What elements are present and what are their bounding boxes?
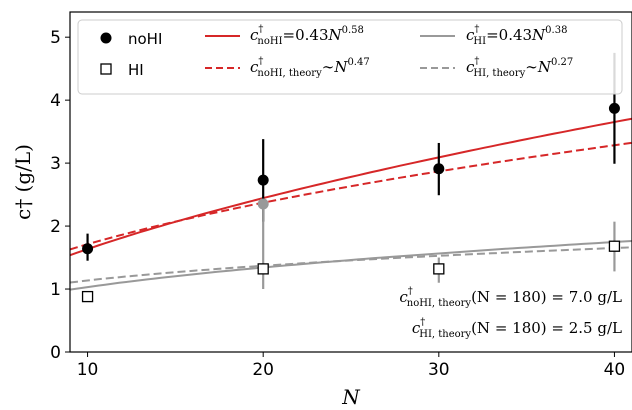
y-tick-label: 5 [50, 28, 61, 48]
legend-fit-label-3: c† HI, theory∼N0.27 [466, 56, 573, 79]
legend-label-HI: HI [128, 61, 144, 79]
annotations: c† noHI, theory(N = 180) = 7.0 g/L c† HI, t… [399, 286, 622, 340]
legend-fit-label-1: c† noHI, theory∼N0.47 [250, 56, 370, 79]
fit-line-1 [69, 141, 632, 251]
y-axis-label: c† (g/L) [11, 144, 35, 220]
y-tick-label: 3 [50, 154, 61, 174]
axis-ticks: 10 20 30 40 0 1 2 3 4 5 [50, 28, 625, 380]
data-point [257, 174, 269, 186]
legend-fit-label-0: c† noHI=0.43N0.58 [250, 24, 364, 47]
plot-frame [69, 11, 632, 353]
legend-marker-noHI [100, 32, 112, 44]
legend-marker-HI [100, 63, 112, 75]
data-point [433, 263, 445, 275]
data-point [608, 102, 620, 114]
data-points [81, 52, 621, 303]
x-axis-label: N [341, 385, 361, 409]
data-point [82, 243, 94, 255]
data-point [433, 163, 445, 175]
legend: noHI HI c† noHI=0.43N0.58 c† noHI, theory∼N0.… [77, 19, 623, 95]
data-point [81, 290, 94, 303]
data-point [608, 240, 621, 252]
fit-line-3 [69, 246, 632, 284]
legend-box [77, 19, 623, 95]
legend-fit-label-2: c† HI=0.43N0.38 [466, 24, 567, 47]
y-tick-label: 1 [50, 280, 61, 300]
x-tick-label: 20 [252, 360, 274, 380]
x-tick-label: 10 [77, 360, 99, 380]
y-tick-label: 2 [50, 217, 61, 237]
data-point [257, 263, 269, 275]
x-tick-label: 30 [428, 360, 450, 380]
y-tick-label: 0 [50, 343, 61, 363]
fit-lines [69, 117, 632, 291]
data-point [257, 198, 269, 210]
annotation-1: c† HI, theory(N = 180) = 2.5 g/L [412, 317, 622, 340]
annotation-0: c† noHI, theory(N = 180) = 7.0 g/L [399, 286, 622, 309]
x-tick-label: 40 [604, 360, 626, 380]
fit-line-2 [69, 240, 632, 291]
legend-label-noHI: noHI [128, 30, 162, 48]
y-tick-label: 4 [50, 91, 61, 111]
